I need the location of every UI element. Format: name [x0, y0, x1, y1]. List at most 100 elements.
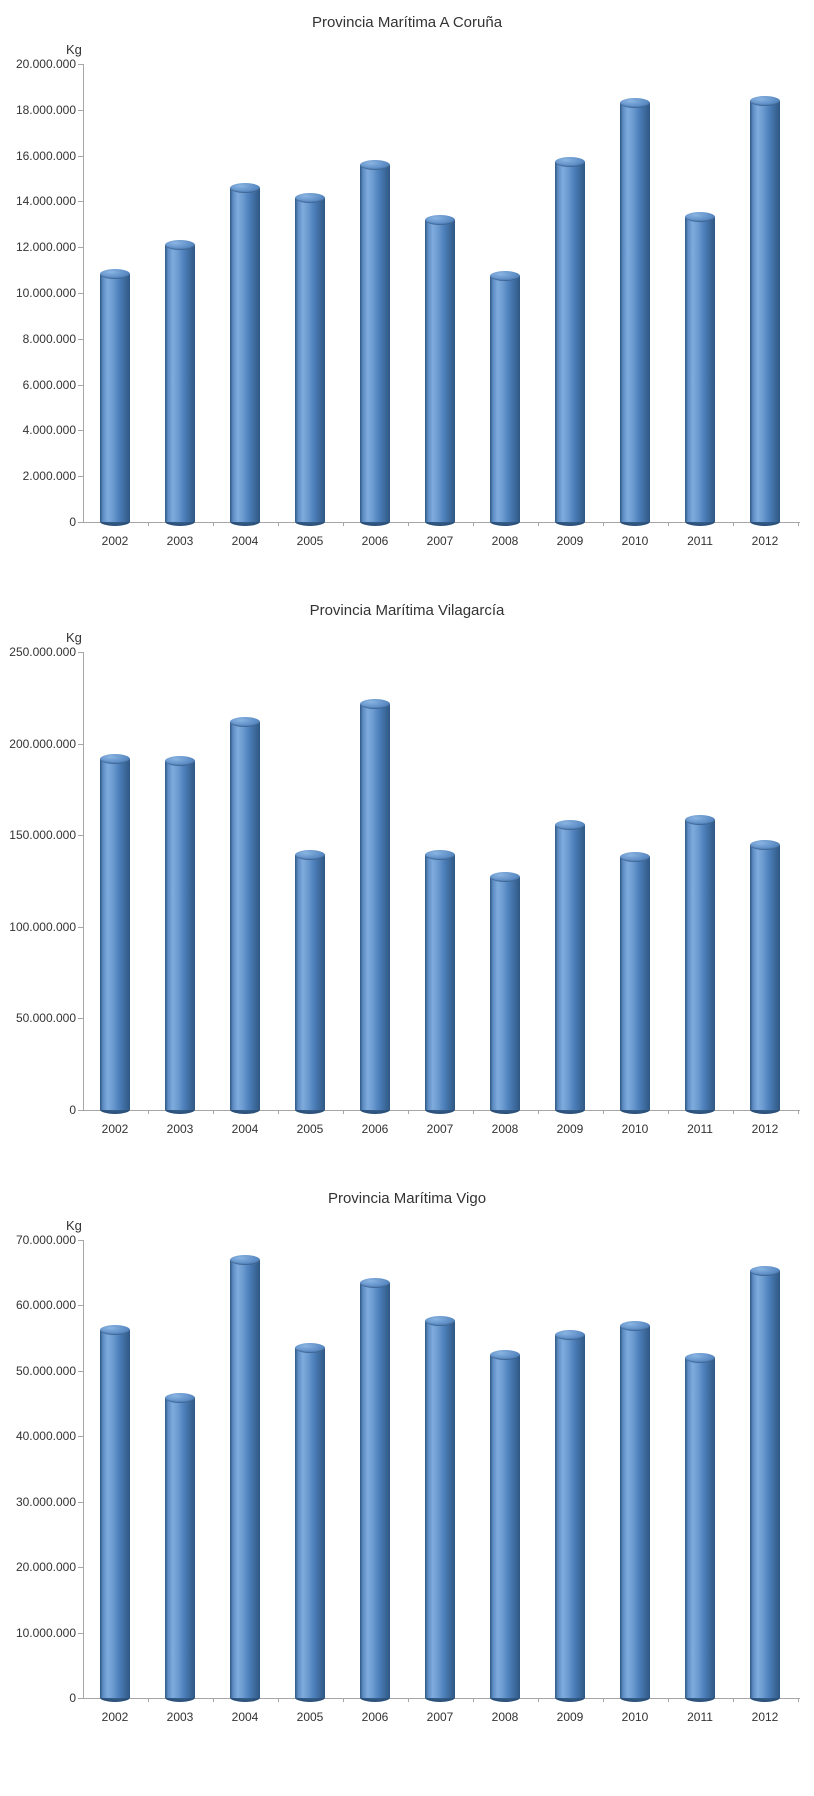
cylinder-body [100, 759, 130, 1110]
y-axis-tick [78, 293, 84, 294]
y-axis-tick [78, 64, 84, 65]
bar-2009 [555, 820, 585, 1114]
y-tick-label: 0 [69, 1103, 76, 1117]
cylinder-body [620, 1326, 650, 1698]
x-axis-label-2005: 2005 [296, 1122, 324, 1136]
bar-2006 [360, 160, 390, 526]
cylinder-body [425, 855, 455, 1110]
x-axis-tick [408, 522, 409, 526]
x-axis-tick [213, 1698, 214, 1702]
cylinder-top-face [490, 872, 520, 882]
bar-2011 [685, 212, 715, 526]
cylinder-top-face [360, 160, 390, 170]
cylinder-top-face [165, 240, 195, 250]
bar-2011 [685, 815, 715, 1114]
x-axis-tick [603, 1110, 604, 1114]
cylinder-body [685, 820, 715, 1110]
x-axis-label-2012: 2012 [751, 1710, 779, 1724]
cylinder-top-face [685, 1353, 715, 1363]
cylinder-body [685, 217, 715, 522]
y-axis-tick [78, 156, 84, 157]
y-tick-label: 0 [69, 1691, 76, 1705]
y-axis-tick [78, 652, 84, 653]
cylinder-body [165, 1398, 195, 1698]
x-axis-tick [408, 1110, 409, 1114]
y-tick-label: 60.000.000 [15, 1298, 76, 1312]
cylinder-body [360, 1283, 390, 1698]
x-axis-label-2006: 2006 [361, 534, 389, 548]
bar-2004 [230, 1255, 260, 1702]
cylinder-top-face [230, 183, 260, 193]
bar-2005 [295, 193, 325, 526]
cylinder-body [555, 825, 585, 1110]
cylinder-top-face [230, 1255, 260, 1265]
y-axis-line [83, 1240, 84, 1699]
y-axis-tick [78, 1567, 84, 1568]
y-axis-tick [78, 430, 84, 431]
cylinder-body [295, 1348, 325, 1698]
y-tick-label: 12.000.000 [15, 240, 76, 254]
x-axis-label-2008: 2008 [491, 1710, 519, 1724]
y-tick-label: 6.000.000 [22, 378, 76, 392]
x-axis-label-2002: 2002 [101, 1122, 129, 1136]
x-axis-label-2007: 2007 [426, 534, 454, 548]
cylinder-body [295, 855, 325, 1110]
x-axis-label-2009: 2009 [556, 534, 584, 548]
y-axis-tick [78, 835, 84, 836]
x-axis-label-2011: 2011 [687, 534, 713, 548]
bar-2003 [165, 756, 195, 1114]
y-axis-tick [78, 1436, 84, 1437]
cylinder-body [620, 103, 650, 522]
bar-2003 [165, 240, 195, 526]
x-axis-label-2008: 2008 [491, 534, 519, 548]
y-axis-tick [78, 1018, 84, 1019]
bar-2007 [425, 215, 455, 526]
bar-2005 [295, 850, 325, 1114]
y-tick-label: 150.000.000 [9, 828, 76, 842]
plot-area: 0 10.000.000 20.000.000 30.000.000 40.000.00… [16, 1233, 800, 1724]
cylinder-top-face [685, 212, 715, 222]
bar-2007 [425, 850, 455, 1114]
cylinder-top-face [555, 820, 585, 830]
y-axis-tick [78, 1633, 84, 1634]
y-axis-tick [78, 476, 84, 477]
x-axis-label-2009: 2009 [556, 1122, 584, 1136]
x-axis-tick [798, 522, 799, 526]
x-axis-label-2003: 2003 [166, 534, 194, 548]
x-axis-tick [213, 1110, 214, 1114]
cylinder-top-face [100, 1325, 130, 1335]
bar-2005 [295, 1343, 325, 1702]
y-tick-label: 50.000.000 [15, 1011, 76, 1025]
x-axis-label-2012: 2012 [751, 534, 779, 548]
cylinder-top-face [230, 717, 260, 727]
bar-2007 [425, 1316, 455, 1702]
y-axis-tick [78, 1698, 84, 1699]
chart-section-vigo: Provincia Marítima Vigo Kg 0 10.000.000 20… [0, 1176, 814, 1762]
chart-title: Provincia Marítima Vigo [327, 1190, 487, 1207]
bar-2012 [750, 96, 780, 526]
bar-2010 [620, 1321, 650, 1702]
bar-2012 [750, 840, 780, 1114]
x-axis-label-2005: 2005 [296, 534, 324, 548]
cylinder-top-face [620, 98, 650, 108]
cylinder-top-face [295, 850, 325, 860]
cylinder-body [750, 845, 780, 1110]
cylinder-body [230, 1260, 260, 1698]
chart-title: Provincia Marítima A Coruña [311, 14, 503, 31]
y-tick-label: 20.000.000 [15, 57, 76, 71]
y-tick-label: 14.000.000 [15, 194, 76, 208]
cylinder-body [100, 1330, 130, 1698]
cylinder-body [750, 101, 780, 522]
y-tick-label: 16.000.000 [15, 149, 76, 163]
x-axis-label-2003: 2003 [166, 1122, 194, 1136]
x-axis-tick [538, 1698, 539, 1702]
bar-2011 [685, 1353, 715, 1702]
cylinder-body [490, 877, 520, 1110]
bar-2009 [555, 1330, 585, 1702]
cylinder-top-face [555, 1330, 585, 1340]
x-axis-tick [668, 1110, 669, 1114]
y-tick-label: 30.000.000 [15, 1495, 76, 1509]
x-axis-tick [473, 522, 474, 526]
x-axis-tick [213, 522, 214, 526]
y-tick-label: 10.000.000 [15, 1626, 76, 1640]
